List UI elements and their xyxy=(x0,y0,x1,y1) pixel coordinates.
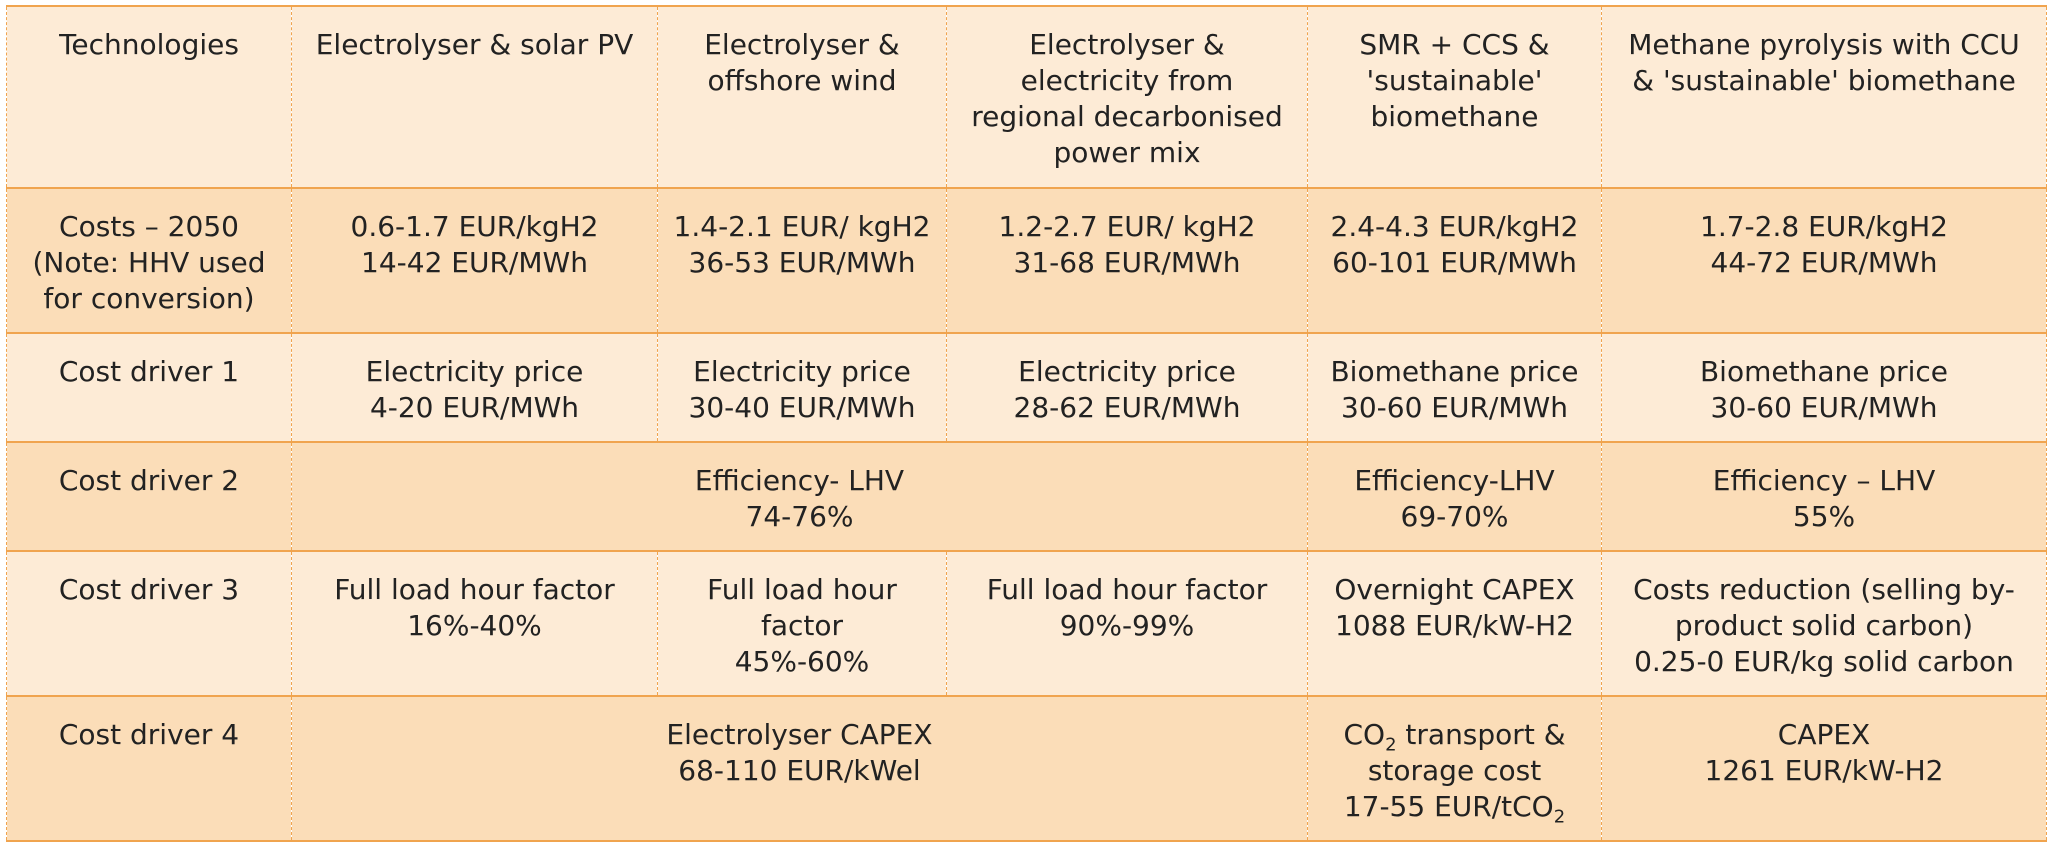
header-methane-pyrolysis: Methane pyrolysis with CCU & 'sustainabl… xyxy=(1601,5,2047,189)
storage-cost-value-line: 17-55 EUR/tCO2 xyxy=(1343,790,1565,826)
cell-driver2-electrolysers: Efficiency- LHV 74-76% xyxy=(291,441,1308,552)
row-label-cost-driver-1: Cost driver 1 xyxy=(6,332,292,443)
cell-costs-smr-ccs: 2.4-4.3 EUR/kgH2 60-101 EUR/MWh xyxy=(1307,187,1602,334)
cell-driver4-pyrolysis: CAPEX 1261 EUR/kW-H2 xyxy=(1601,695,2047,842)
cell-driver3-regional-mix: Full load hour factor 90%-99% xyxy=(946,550,1308,697)
cell-driver3-smr-ccs: Overnight CAPEX 1088 EUR/kW-H2 xyxy=(1307,550,1602,697)
storage-cost-line: storage cost xyxy=(1367,754,1542,787)
cell-costs-offshore-wind: 1.4-2.1 EUR/ kgH2 36-53 EUR/MWh xyxy=(657,187,947,334)
cell-driver3-offshore-wind: Full load hour factor 45%-60% xyxy=(657,550,947,697)
row-label-costs-2050: Costs – 2050 (Note: HHV used for convers… xyxy=(6,187,292,334)
cost-driver-3-row: Cost driver 3 Full load hour factor 16%-… xyxy=(6,550,2047,697)
cell-costs-pyrolysis: 1.7-2.8 EUR/kgH2 44-72 EUR/MWh xyxy=(1601,187,2047,334)
cell-driver1-pyrolysis: Biomethane price 30-60 EUR/MWh xyxy=(1601,332,2047,443)
cell-costs-solar-pv: 0.6-1.7 EUR/kgH2 14-42 EUR/MWh xyxy=(291,187,658,334)
co2-text: CO xyxy=(1343,718,1386,751)
co2-subscript: 2 xyxy=(1385,734,1397,756)
row-label-cost-driver-2: Cost driver 2 xyxy=(6,441,292,552)
cell-driver2-pyrolysis: Efficiency – LHV 55% xyxy=(1601,441,2047,552)
header-row: Technologies Electrolyser & solar PV Ele… xyxy=(6,5,2047,189)
storage-cost-value: 17-55 EUR/tCO xyxy=(1343,790,1554,823)
cost-driver-1-row: Cost driver 1 Electricity price 4-20 EUR… xyxy=(6,332,2047,443)
co2-transport-line: CO2 transport & xyxy=(1343,718,1566,754)
hydrogen-cost-table: Technologies Electrolyser & solar PV Ele… xyxy=(6,5,2047,842)
header-electrolyser-offshore-wind: Electrolyser & offshore wind xyxy=(657,5,947,189)
header-technologies: Technologies xyxy=(6,5,292,189)
row-label-cost-driver-3: Cost driver 3 xyxy=(6,550,292,697)
row-label-cost-driver-4: Cost driver 4 xyxy=(6,695,292,842)
tco2-subscript: 2 xyxy=(1553,806,1566,828)
cost-driver-2-row: Cost driver 2 Efficiency- LHV 74-76% Eff… xyxy=(6,441,2047,552)
cell-driver3-pyrolysis: Costs reduction (selling by- product sol… xyxy=(1601,550,2047,697)
cell-driver2-smr-ccs: Efficiency-LHV 69-70% xyxy=(1307,441,1602,552)
cell-driver1-smr-ccs: Biomethane price 30-60 EUR/MWh xyxy=(1307,332,1602,443)
cell-driver1-offshore-wind: Electricity price 30-40 EUR/MWh xyxy=(657,332,947,443)
cell-driver4-smr-ccs: CO2 transport & storage cost 17-55 EUR/t… xyxy=(1307,695,1602,842)
cell-driver1-regional-mix: Electricity price 28-62 EUR/MWh xyxy=(946,332,1308,443)
header-electrolyser-regional-mix: Electrolyser & electricity from regional… xyxy=(946,5,1308,189)
header-electrolyser-solar-pv: Electrolyser & solar PV xyxy=(291,5,658,189)
cell-driver4-electrolysers: Electrolyser CAPEX 68-110 EUR/kWel xyxy=(291,695,1308,842)
cost-driver-4-row: Cost driver 4 Electrolyser CAPEX 68-110 … xyxy=(6,695,2047,842)
cell-costs-regional-mix: 1.2-2.7 EUR/ kgH2 31-68 EUR/MWh xyxy=(946,187,1308,334)
transport-text: transport & xyxy=(1396,718,1566,751)
cell-driver3-solar-pv: Full load hour factor 16%-40% xyxy=(291,550,658,697)
cell-driver1-solar-pv: Electricity price 4-20 EUR/MWh xyxy=(291,332,658,443)
header-smr-ccs: SMR + CCS & 'sustainable' biomethane xyxy=(1307,5,1602,189)
costs-2050-row: Costs – 2050 (Note: HHV used for convers… xyxy=(6,187,2047,334)
